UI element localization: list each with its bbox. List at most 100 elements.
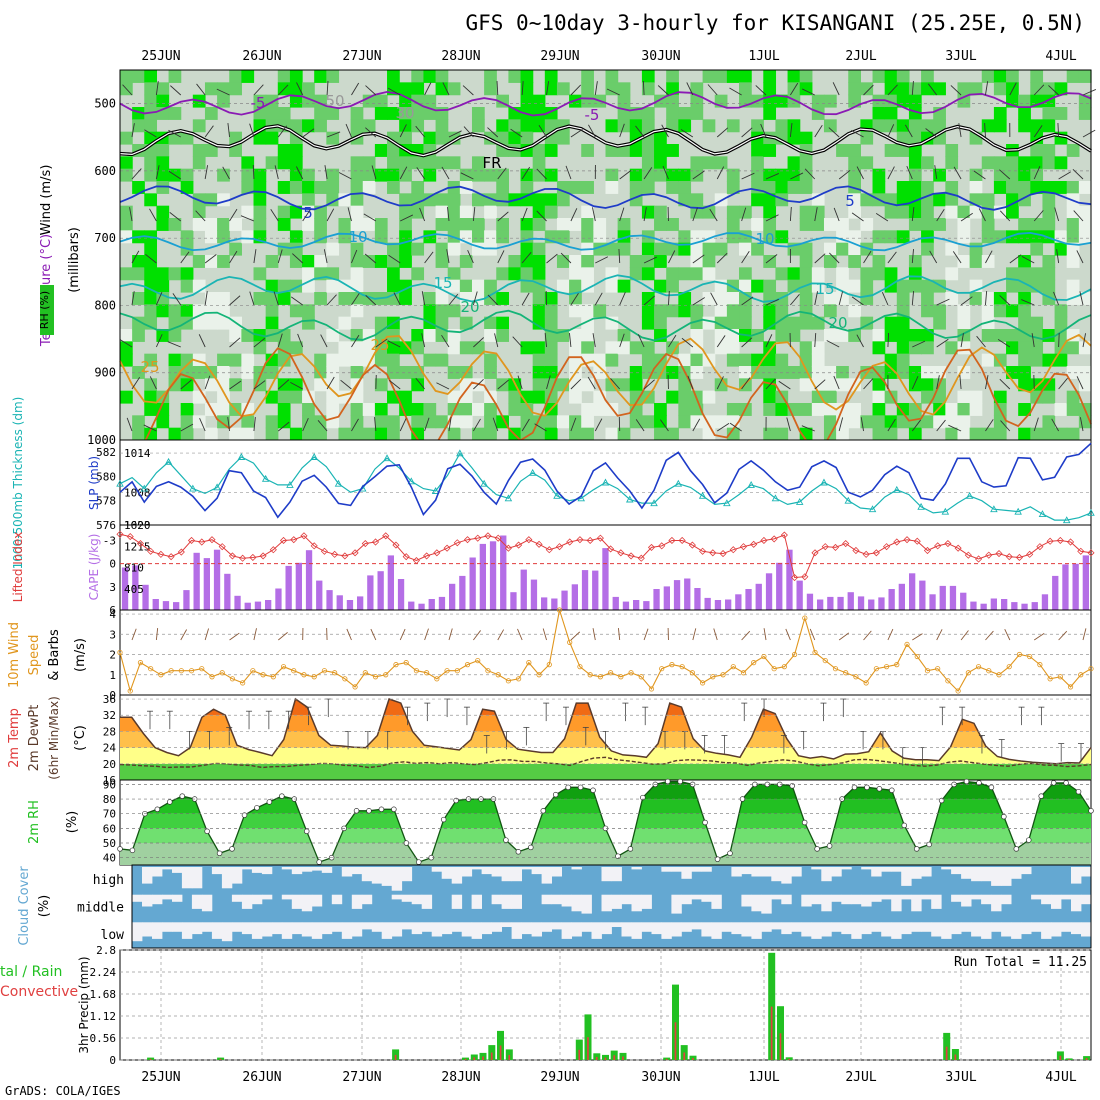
- wind-barb: [326, 131, 341, 138]
- cloud-clear-cell: [911, 922, 922, 932]
- wind-barb: [168, 170, 182, 180]
- rh-cell: [314, 107, 327, 120]
- lifted-index-marker: [392, 541, 400, 549]
- rh-cell: [484, 205, 497, 219]
- cloud-clear-cell: [251, 867, 263, 873]
- rh-cell: [933, 390, 946, 404]
- cape-bar: [346, 600, 354, 610]
- lifted-index-marker: [699, 547, 707, 555]
- rh-cell: [836, 218, 849, 231]
- rh-cell: [823, 304, 837, 318]
- rh-marker: [889, 787, 895, 794]
- rh-cell: [265, 415, 279, 429]
- lifted-index-marker: [504, 544, 512, 552]
- rh-cell: [156, 279, 170, 293]
- rh-cell: [314, 70, 327, 83]
- cloud-layer-label: middle: [77, 901, 124, 916]
- rh-cell: [241, 427, 255, 441]
- lifted-index-marker: [1036, 543, 1044, 551]
- rh-cell: [957, 230, 971, 244]
- thickness-marker: [480, 479, 488, 487]
- rh-cell: [969, 292, 983, 305]
- rh-cell: [459, 316, 473, 330]
- wind10-barb: [960, 630, 969, 641]
- rh-cell: [168, 378, 182, 392]
- wind-barb: [517, 375, 523, 390]
- lifted-index-marker: [228, 552, 236, 560]
- rh-cell: [277, 353, 291, 367]
- cloud-clear-cell: [491, 922, 502, 932]
- rh-cell: [605, 341, 619, 355]
- rh-cell: [289, 242, 303, 256]
- rh-marker: [677, 778, 683, 785]
- wind-barb: [365, 85, 377, 96]
- rh-cell: [314, 353, 327, 367]
- rh-cell: [289, 119, 303, 133]
- rh-cell: [192, 415, 206, 429]
- wind10-marker: [158, 672, 164, 678]
- rh-cell: [763, 353, 777, 367]
- rh-cell: [326, 353, 340, 367]
- cloud-clear-cell: [971, 867, 982, 882]
- rh-cell: [921, 329, 934, 342]
- rh-cell: [1006, 70, 1019, 83]
- wind-barb: [999, 169, 1011, 180]
- wind-barb: [635, 419, 645, 432]
- rh-cell: [957, 82, 971, 96]
- wind-barb: [253, 337, 266, 348]
- rh-cell: [654, 168, 667, 182]
- lifted-index-marker: [647, 543, 656, 551]
- wind-barb: [172, 293, 182, 306]
- wind10-marker: [914, 653, 920, 660]
- wind-barb: [692, 254, 705, 264]
- lifted-index-marker: [116, 530, 124, 538]
- wind-barb: [1053, 291, 1060, 306]
- precip-convective-bar: [1085, 1058, 1088, 1060]
- rh-cell: [1078, 205, 1092, 219]
- wind-barb: [668, 290, 670, 306]
- rh-cell: [860, 279, 874, 293]
- cloud-clear-cell: [631, 867, 642, 870]
- wind10-marker: [894, 662, 900, 668]
- wind-barb: [999, 210, 1011, 222]
- cloud-clear-cell: [721, 922, 732, 932]
- cape-bar: [939, 585, 946, 610]
- rh-cell: [423, 353, 437, 367]
- wind10-marker: [1027, 653, 1033, 660]
- lifted-index-marker: [545, 546, 553, 554]
- precip-total-bar: [777, 1006, 784, 1060]
- rh-cell: [617, 230, 631, 244]
- contour-label: 10: [348, 228, 367, 246]
- ylabel-cape: CAPE (J/kg): [87, 534, 101, 601]
- rh-cell: [1030, 267, 1044, 281]
- lifted-index-marker: [668, 536, 676, 545]
- rh-cell: [1030, 218, 1044, 231]
- rh-cell: [241, 205, 255, 219]
- rh-cell: [544, 341, 558, 355]
- wind-barb: [317, 420, 328, 432]
- wind10-barb: [253, 628, 257, 641]
- rh-cell: [132, 267, 145, 281]
- rh-cell: [581, 329, 594, 342]
- wind10-marker: [280, 664, 287, 670]
- rh-cell: [884, 230, 898, 244]
- cloud-clear-cell: [162, 894, 173, 900]
- rh-cell: [411, 415, 425, 429]
- wind-barb: [473, 379, 484, 390]
- rh-cell: [520, 255, 534, 268]
- cloud-clear-cell: [601, 922, 612, 935]
- rh-cell: [241, 181, 255, 194]
- lifted-index-marker: [259, 552, 267, 560]
- rh-cell: [799, 341, 813, 355]
- rh-cell: [945, 205, 959, 219]
- temp-tick-label: 20: [103, 758, 116, 771]
- rh-cell: [302, 255, 315, 268]
- precip-tick-label: 2.24: [90, 966, 117, 979]
- rh-cell: [399, 230, 412, 244]
- cloud-clear-cell: [951, 867, 962, 875]
- cloud-clear-cell: [132, 922, 143, 942]
- rh-tick-label: 80: [103, 793, 116, 806]
- wind-barb: [973, 170, 986, 180]
- wind-barb: [906, 165, 913, 180]
- wind-barb: [838, 169, 851, 180]
